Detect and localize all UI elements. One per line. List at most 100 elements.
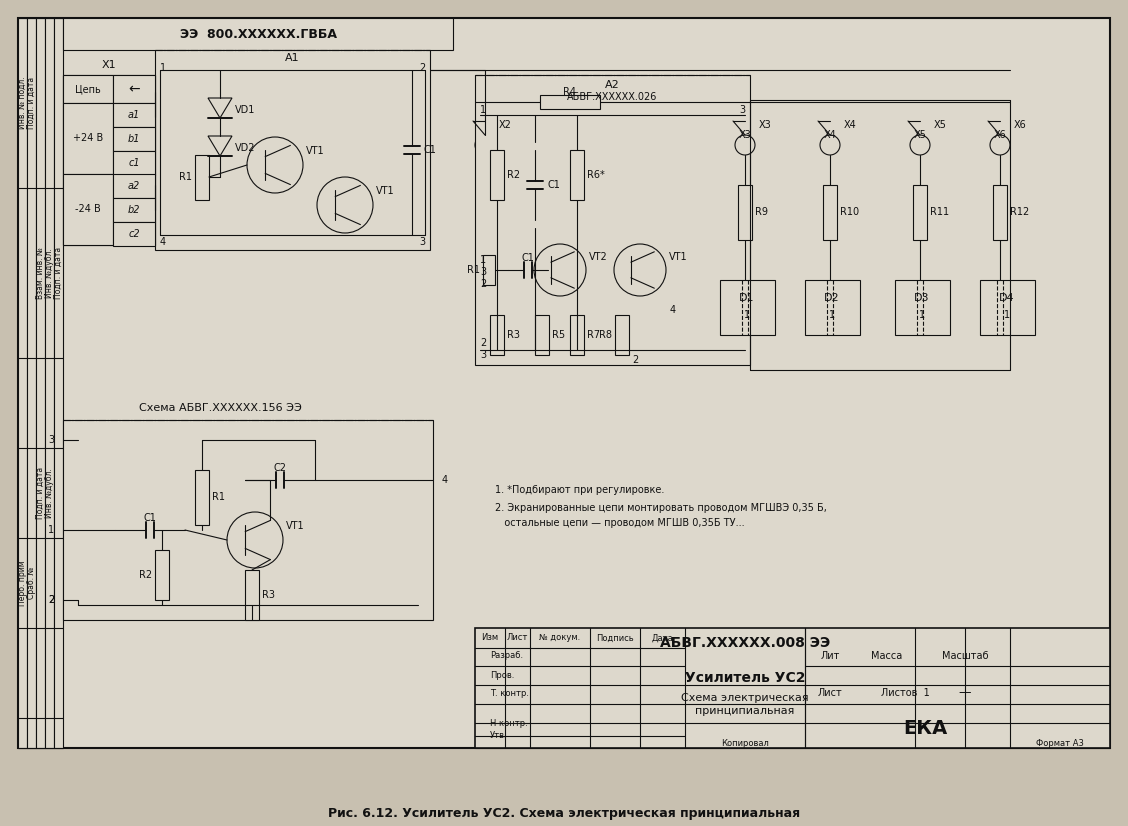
Text: 3: 3 bbox=[418, 237, 425, 247]
Text: Рис. 6.12. Усилитель УС2. Схема электрическая принципиальная: Рис. 6.12. Усилитель УС2. Схема электрич… bbox=[328, 808, 800, 820]
Circle shape bbox=[247, 137, 303, 193]
Text: X5: X5 bbox=[914, 130, 926, 140]
Text: Подп. и дата: Подп. и дата bbox=[36, 467, 45, 519]
Text: X4: X4 bbox=[844, 120, 857, 130]
Text: R3: R3 bbox=[506, 330, 520, 340]
Bar bbox=[195, 470, 209, 525]
Text: R12: R12 bbox=[1010, 207, 1029, 217]
Text: Подп. и дата: Подп. и дата bbox=[54, 247, 63, 299]
Text: Инв. №дубл.: Инв. №дубл. bbox=[45, 248, 54, 298]
Text: b2: b2 bbox=[127, 205, 140, 215]
Text: Усилитель УС2: Усилитель УС2 bbox=[685, 671, 805, 685]
Text: c1: c1 bbox=[129, 158, 140, 168]
Text: R10: R10 bbox=[840, 207, 860, 217]
Text: Масса: Масса bbox=[871, 651, 902, 661]
Text: R6*: R6* bbox=[587, 170, 605, 180]
Text: R4: R4 bbox=[564, 87, 576, 97]
Text: Схема АБВГ.XXXXXX.156 ЭЭ: Схема АБВГ.XXXXXX.156 ЭЭ bbox=[139, 403, 301, 413]
Text: R8: R8 bbox=[599, 330, 613, 340]
Text: X3: X3 bbox=[759, 120, 772, 130]
Text: Масштаб: Масштаб bbox=[942, 651, 988, 661]
Bar bbox=[540, 95, 600, 109]
Text: X3: X3 bbox=[739, 130, 751, 140]
Text: 2: 2 bbox=[47, 595, 54, 605]
Text: R1: R1 bbox=[212, 492, 224, 502]
Text: D3: D3 bbox=[915, 293, 929, 303]
Bar bbox=[570, 150, 584, 200]
Bar bbox=[113, 75, 155, 103]
Text: Подп. и дата: Подп. и дата bbox=[27, 77, 36, 129]
Text: 1: 1 bbox=[744, 310, 750, 320]
Text: a2: a2 bbox=[127, 181, 140, 191]
Text: Формат А3: Формат А3 bbox=[1036, 738, 1084, 748]
Text: № докум.: № докум. bbox=[539, 634, 581, 643]
Text: 2: 2 bbox=[481, 279, 486, 289]
Circle shape bbox=[614, 244, 666, 296]
Text: Подпись: Подпись bbox=[597, 634, 634, 643]
Text: c2: c2 bbox=[129, 229, 140, 239]
Text: АБВГ.XXXXXX.026: АБВГ.XXXXXX.026 bbox=[566, 92, 658, 102]
Text: X5: X5 bbox=[934, 120, 946, 130]
Text: R7: R7 bbox=[587, 330, 600, 340]
Bar bbox=[535, 315, 549, 355]
Text: 2: 2 bbox=[418, 63, 425, 73]
Bar bbox=[980, 280, 1036, 335]
Text: +24 В: +24 В bbox=[73, 133, 103, 143]
Text: 4: 4 bbox=[442, 475, 448, 485]
Bar bbox=[913, 185, 927, 240]
Text: Лист: Лист bbox=[506, 634, 528, 643]
Bar bbox=[113, 103, 155, 127]
Bar bbox=[245, 570, 259, 620]
Bar bbox=[570, 315, 584, 355]
Bar bbox=[823, 185, 837, 240]
Text: X6: X6 bbox=[1014, 120, 1026, 130]
Text: Перб. прим: Перб. прим bbox=[18, 560, 27, 605]
Text: VT1: VT1 bbox=[306, 146, 325, 156]
Text: Н контр.: Н контр. bbox=[490, 719, 528, 729]
Bar bbox=[490, 150, 504, 200]
Text: 3: 3 bbox=[481, 267, 486, 277]
Text: R3: R3 bbox=[262, 590, 275, 600]
Bar bbox=[738, 185, 752, 240]
Text: Утв.: Утв. bbox=[490, 732, 508, 740]
Bar bbox=[113, 174, 155, 198]
Bar bbox=[63, 18, 453, 50]
Text: 1. *Подбирают при регулировке.: 1. *Подбирают при регулировке. bbox=[495, 485, 664, 495]
Text: Копировал: Копировал bbox=[721, 738, 769, 748]
Text: ЕКА: ЕКА bbox=[902, 719, 948, 738]
Text: R5: R5 bbox=[552, 330, 565, 340]
Polygon shape bbox=[208, 136, 232, 156]
Text: Инв. №дубл.: Инв. №дубл. bbox=[45, 468, 54, 518]
Text: остальные цепи — проводом МГШВ 0,35Б ТУ...: остальные цепи — проводом МГШВ 0,35Б ТУ.… bbox=[495, 518, 744, 528]
Text: 1: 1 bbox=[829, 310, 835, 320]
Bar bbox=[18, 18, 27, 748]
Text: R2: R2 bbox=[506, 170, 520, 180]
Bar bbox=[113, 198, 155, 222]
Text: 1: 1 bbox=[1004, 310, 1010, 320]
Text: X4: X4 bbox=[823, 130, 836, 140]
Text: АБВГ.XXXXXX.008 ЭЭ: АБВГ.XXXXXX.008 ЭЭ bbox=[660, 636, 830, 650]
Text: a1: a1 bbox=[127, 110, 140, 120]
Bar bbox=[490, 315, 504, 355]
Text: Инв. № подл.: Инв. № подл. bbox=[18, 77, 27, 130]
Text: 1: 1 bbox=[481, 105, 486, 115]
Text: VT1: VT1 bbox=[287, 521, 305, 531]
Bar bbox=[993, 185, 1007, 240]
Text: VT2: VT2 bbox=[589, 252, 608, 262]
Text: Листов  1: Листов 1 bbox=[881, 688, 929, 698]
Bar bbox=[54, 18, 63, 748]
Text: R1: R1 bbox=[467, 265, 481, 275]
Text: принципиальная: принципиальная bbox=[695, 706, 795, 716]
Text: D1: D1 bbox=[739, 293, 755, 303]
Text: 1: 1 bbox=[160, 63, 166, 73]
Text: R1: R1 bbox=[179, 172, 192, 182]
Circle shape bbox=[910, 135, 929, 155]
Text: 2: 2 bbox=[481, 338, 486, 348]
Bar bbox=[895, 280, 950, 335]
Circle shape bbox=[227, 512, 283, 568]
Bar bbox=[18, 18, 1110, 748]
Bar bbox=[45, 18, 54, 748]
Text: X1: X1 bbox=[102, 60, 116, 70]
Text: b1: b1 bbox=[127, 134, 140, 144]
Circle shape bbox=[534, 244, 587, 296]
